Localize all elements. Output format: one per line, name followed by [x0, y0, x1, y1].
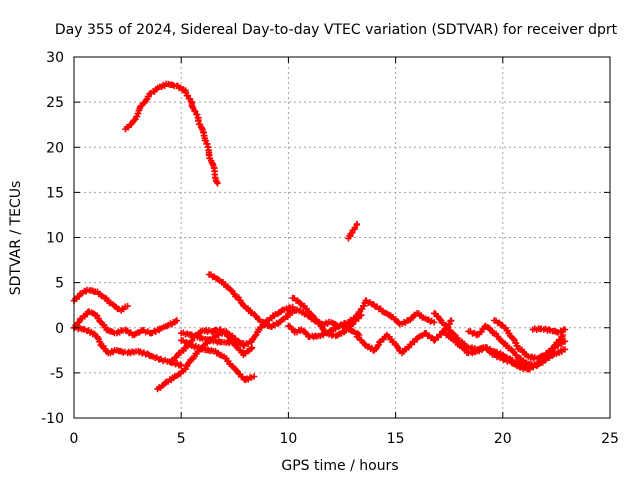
data-point	[173, 317, 181, 324]
y-tick-label: 10	[46, 231, 64, 247]
series-arc-l	[353, 317, 455, 357]
x-tick-label: 25	[601, 431, 619, 447]
series-arc-c	[70, 324, 185, 369]
data-point	[178, 362, 185, 369]
x-axis-label: GPS time / hours	[281, 458, 398, 474]
series-arc-a	[70, 286, 131, 314]
series-arc-short-13h	[345, 220, 361, 242]
data-point-fill	[394, 343, 401, 351]
chart-title: Day 355 of 2024, Sidereal Day-to-day VTE…	[55, 22, 618, 38]
x-tick-label: 15	[387, 431, 405, 447]
y-axis-label: SDTVAR / TECUs	[8, 181, 24, 296]
grid-lines	[74, 57, 610, 418]
data-points	[70, 80, 569, 393]
y-tick-label: 25	[46, 95, 64, 111]
series-arc-q	[529, 325, 569, 336]
data-point-fill	[545, 326, 553, 333]
data-point-fill	[252, 332, 259, 339]
series-arc-d	[154, 303, 296, 393]
data-point	[431, 319, 438, 326]
data-point	[561, 326, 569, 333]
data-point	[448, 317, 455, 324]
x-tick-label: 5	[177, 431, 186, 447]
x-tick-label: 0	[70, 431, 79, 447]
y-tick-label: 15	[46, 185, 64, 201]
data-point	[124, 302, 131, 310]
data-point	[248, 344, 256, 351]
data-point	[289, 303, 296, 311]
axis-ticks	[73, 56, 611, 419]
series-arc-i	[285, 297, 438, 330]
series-arc-early-high	[122, 80, 221, 187]
data-point	[240, 339, 247, 347]
data-point	[358, 311, 365, 319]
y-tick-label: 20	[46, 140, 64, 156]
x-tick-label: 10	[279, 431, 297, 447]
data-point	[353, 220, 361, 228]
x-tick-label: 20	[494, 431, 512, 447]
series-arc-k	[285, 321, 363, 341]
data-point	[561, 338, 569, 345]
y-tick-label: 5	[55, 276, 64, 292]
series-arc-p	[491, 317, 569, 362]
y-tick-label: -5	[50, 366, 64, 382]
series-arc-g	[205, 271, 292, 330]
data-point	[250, 373, 258, 380]
data-point	[214, 180, 221, 187]
data-point	[561, 346, 569, 353]
data-point-fill	[187, 341, 194, 348]
series-arc-f	[178, 337, 258, 384]
y-tick-label: 30	[46, 50, 64, 66]
series-arc-h	[178, 329, 247, 347]
tick-labels: 0 5 10 15 20 25 -10 -5 0 5 10 15 20 25 30	[41, 50, 619, 447]
y-tick-label: -10	[41, 411, 64, 427]
y-tick-label: 0	[55, 321, 64, 337]
